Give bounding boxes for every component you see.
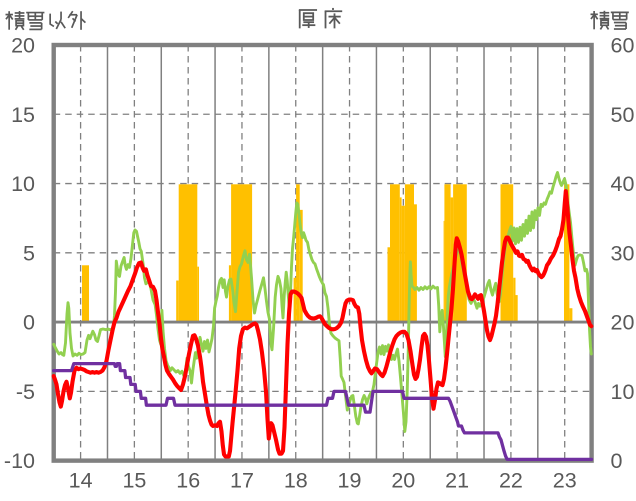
- svg-text:20: 20: [11, 34, 35, 58]
- svg-text:23: 23: [553, 469, 577, 493]
- svg-text:0: 0: [611, 449, 623, 473]
- svg-text:60: 60: [611, 34, 635, 58]
- svg-text:30: 30: [611, 241, 635, 265]
- svg-text:5: 5: [23, 241, 35, 265]
- svg-text:15: 15: [122, 469, 146, 493]
- svg-text:18: 18: [284, 469, 308, 493]
- svg-text:21: 21: [445, 469, 469, 493]
- svg-text:0: 0: [23, 311, 35, 335]
- svg-text:19: 19: [338, 469, 362, 493]
- svg-text:20: 20: [391, 469, 415, 493]
- svg-text:10: 10: [11, 172, 35, 196]
- svg-text:-10: -10: [4, 449, 35, 473]
- svg-text:17: 17: [230, 469, 254, 493]
- svg-text:10: 10: [611, 380, 635, 404]
- svg-text:15: 15: [11, 103, 35, 127]
- svg-text:16: 16: [176, 469, 200, 493]
- svg-text:50: 50: [611, 103, 635, 127]
- svg-text:40: 40: [611, 172, 635, 196]
- svg-text:14: 14: [69, 469, 93, 493]
- svg-text:22: 22: [499, 469, 523, 493]
- svg-text:-5: -5: [16, 380, 35, 404]
- svg-text:20: 20: [611, 311, 635, 335]
